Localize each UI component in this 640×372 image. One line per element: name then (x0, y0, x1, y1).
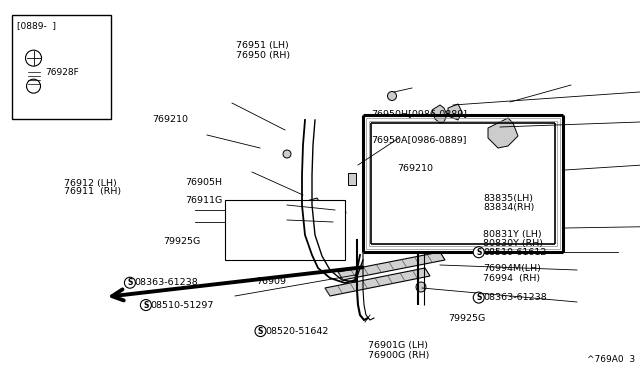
Text: 08510-51297: 08510-51297 (150, 301, 214, 310)
Text: 76905H: 76905H (186, 178, 223, 187)
Text: 08363-61238: 08363-61238 (483, 293, 547, 302)
Text: 08363-61238: 08363-61238 (134, 278, 198, 287)
Text: 80831Y (LH): 80831Y (LH) (483, 230, 542, 239)
Bar (12, 15, 111, 119)
Circle shape (387, 92, 397, 100)
Text: 79925G: 79925G (163, 237, 200, 246)
Text: 08510-61612: 08510-61612 (483, 248, 547, 257)
Polygon shape (334, 220, 344, 232)
Text: S: S (476, 293, 481, 302)
Text: 76994  (RH): 76994 (RH) (483, 274, 540, 283)
Text: S: S (127, 278, 132, 287)
Text: 83834(RH): 83834(RH) (483, 203, 534, 212)
Circle shape (124, 277, 136, 288)
Text: 76951 (LH): 76951 (LH) (236, 41, 288, 50)
Polygon shape (488, 118, 518, 148)
Circle shape (473, 247, 484, 258)
Text: 76994M(LH): 76994M(LH) (483, 264, 541, 273)
Polygon shape (338, 252, 445, 280)
Circle shape (283, 150, 291, 158)
Text: 76911  (RH): 76911 (RH) (64, 187, 121, 196)
Text: [0889-  ]: [0889- ] (17, 21, 56, 30)
Text: 76950A[0986-0889]: 76950A[0986-0889] (371, 135, 467, 144)
Polygon shape (325, 268, 430, 296)
Polygon shape (448, 104, 462, 120)
Text: ^769A0  3: ^769A0 3 (587, 355, 635, 364)
Text: 76909: 76909 (256, 278, 286, 286)
Text: 76928F: 76928F (45, 68, 79, 77)
Text: 76901G (LH): 76901G (LH) (368, 341, 428, 350)
Text: S: S (143, 301, 148, 310)
Circle shape (26, 50, 42, 66)
Circle shape (416, 282, 426, 292)
Text: S: S (476, 248, 481, 257)
Polygon shape (432, 105, 447, 123)
Bar (225, 200, 345, 260)
Text: S: S (258, 327, 263, 336)
Circle shape (473, 292, 484, 303)
Text: 76950 (RH): 76950 (RH) (236, 51, 290, 60)
Polygon shape (348, 173, 356, 185)
Text: 83835(LH): 83835(LH) (483, 194, 533, 203)
Text: 769210: 769210 (152, 115, 188, 124)
Circle shape (255, 326, 266, 337)
Circle shape (140, 299, 152, 311)
Polygon shape (336, 205, 346, 217)
Text: 08520-51642: 08520-51642 (266, 327, 329, 336)
Text: 769210: 769210 (397, 164, 433, 173)
Text: 76950H[0986-0889]: 76950H[0986-0889] (371, 109, 467, 118)
Text: 79925G: 79925G (448, 314, 485, 323)
Text: 76900G (RH): 76900G (RH) (368, 351, 429, 360)
Text: 76912 (LH): 76912 (LH) (64, 179, 116, 187)
Text: 76911G: 76911G (186, 196, 223, 205)
Polygon shape (303, 198, 321, 216)
Text: 80830Y (RH): 80830Y (RH) (483, 239, 543, 248)
